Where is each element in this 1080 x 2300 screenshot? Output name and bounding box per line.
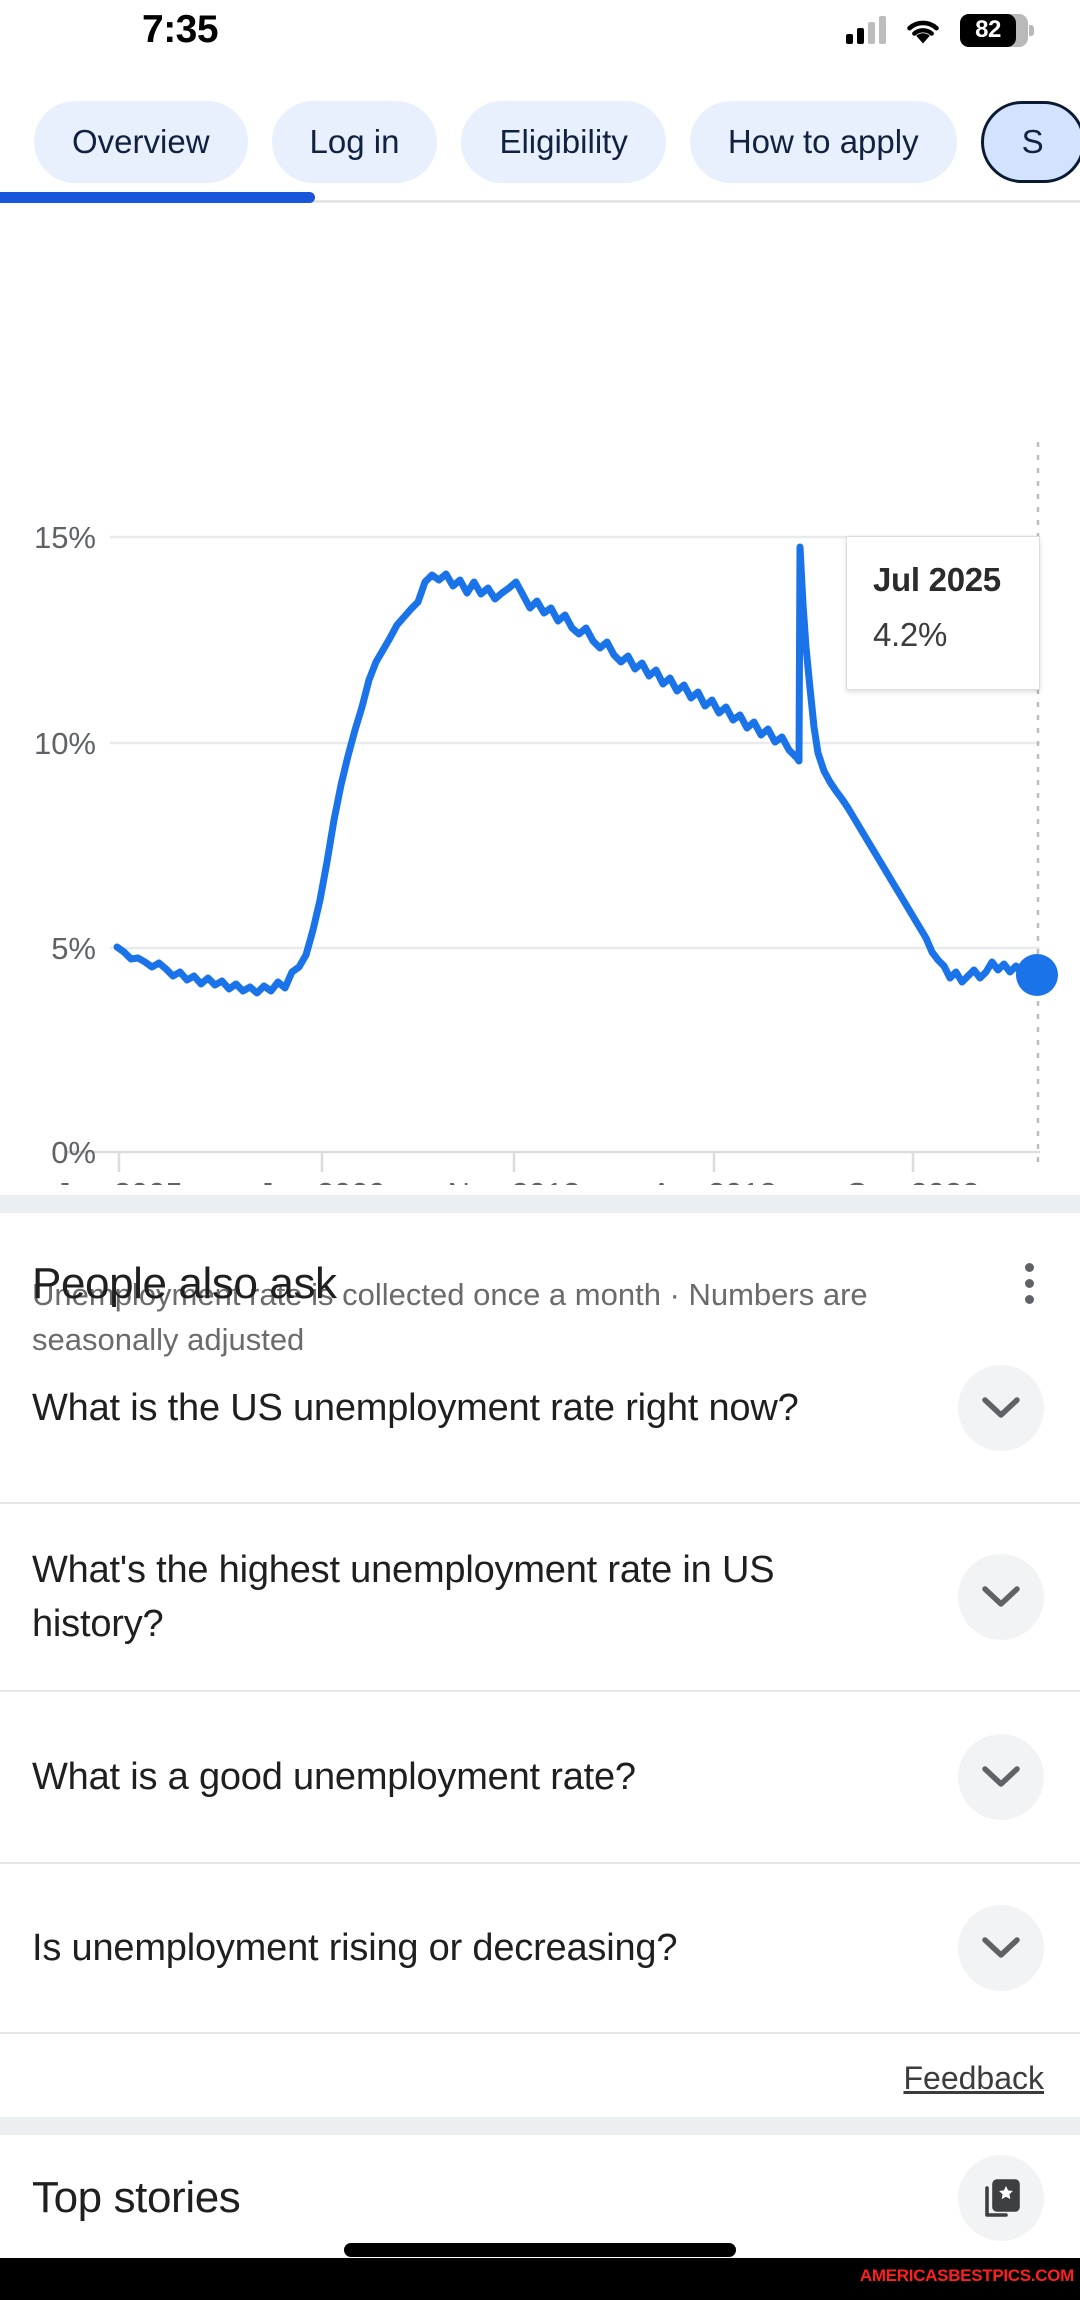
cellular-signal-icon [846, 16, 886, 44]
paa-question-4[interactable]: Is unemployment rising or decreasing? [0, 1864, 1080, 2034]
chevron-down-icon[interactable] [958, 1734, 1044, 1820]
svg-text:15%: 15% [34, 520, 96, 555]
paa-question-3[interactable]: What is a good unemployment rate? [0, 1692, 1080, 1864]
svg-text:0%: 0% [51, 1135, 96, 1170]
tab-bottom-divider [0, 200, 1080, 203]
battery-icon: 82 [960, 13, 1034, 47]
chart-y-axis-labels: 15% 10% 5% 0% [34, 520, 96, 1170]
svg-text:10%: 10% [34, 726, 96, 761]
svg-text:Nov 2013: Nov 2013 [448, 1176, 581, 1185]
home-indicator [344, 2243, 736, 2257]
chart-tooltip: Jul 2025 4.2% [846, 536, 1040, 690]
feedback-row: Feedback [0, 2034, 1080, 2127]
tab-active-underline [0, 192, 315, 203]
chart-x-tick-marks [117, 1152, 915, 1172]
paa-question-2[interactable]: What's the highest unemployment rate in … [0, 1504, 1080, 1692]
section-separator-bottom [0, 2117, 1080, 2135]
people-also-ask-section: People also ask What is the US unemploym… [0, 1213, 1080, 2127]
paa-question-text: What is a good unemployment rate? [32, 1756, 636, 1798]
status-bar-time: 7:35 [142, 8, 219, 51]
svg-text:5%: 5% [51, 931, 96, 966]
paa-question-text: Is unemployment rising or decreasing? [32, 1927, 678, 1969]
battery-level: 82 [975, 16, 1001, 43]
chart-data-line [113, 543, 1038, 997]
svg-text:Jun 2009: Jun 2009 [258, 1176, 386, 1185]
paa-question-text: What's the highest unemployment rate in … [32, 1549, 775, 1645]
tooltip-value: 4.2% [873, 616, 948, 653]
chart-x-axis-labels: Jan 2005 Jun 2009 Nov 2013 Apr 2018 Sep … [55, 1176, 979, 1185]
tab-log-in[interactable]: Log in [271, 101, 438, 183]
unemployment-line-chart[interactable]: 15% 10% 5% 0% Jan 2005 Jun 2009 Nov 2013… [0, 210, 1080, 1185]
tab-chip-bar[interactable]: Overview Log in Eligibility How to apply… [0, 88, 1080, 196]
chevron-down-icon[interactable] [958, 1554, 1044, 1640]
tab-how-to-apply[interactable]: How to apply [689, 101, 957, 183]
svg-text:Apr 2018: Apr 2018 [651, 1176, 777, 1185]
saved-stories-icon[interactable] [958, 2154, 1044, 2241]
people-also-ask-header: People also ask [0, 1213, 1080, 1314]
chart-endpoint-marker [1016, 954, 1058, 996]
top-stories-title: Top stories [32, 2172, 241, 2222]
section-separator-top [0, 1195, 1080, 1213]
paa-question-text: What is the US unemployment rate right n… [32, 1387, 799, 1429]
tab-s-partial[interactable]: S [980, 101, 1080, 183]
bottom-bar [0, 2258, 1080, 2300]
top-stories-section: Top stories [0, 2135, 1080, 2260]
watermark-text: AMERICASBESTPICS.COM [859, 2266, 1074, 2285]
people-also-ask-title: People also ask [32, 1258, 337, 1308]
chevron-down-icon[interactable] [958, 1365, 1044, 1451]
feedback-link[interactable]: Feedback [903, 2060, 1044, 2096]
svg-text:Jan 2005: Jan 2005 [55, 1176, 183, 1185]
paa-question-1[interactable]: What is the US unemployment rate right n… [0, 1314, 1080, 1504]
kebab-menu-icon[interactable] [1015, 1253, 1044, 1314]
status-bar: 7:35 82 [0, 0, 1080, 58]
svg-text:Sep 2022: Sep 2022 [847, 1176, 980, 1185]
chevron-down-icon[interactable] [958, 1905, 1044, 1991]
status-bar-indicators: 82 [846, 13, 1034, 47]
wifi-icon [907, 20, 939, 43]
tab-overview[interactable]: Overview [34, 101, 248, 183]
tooltip-date: Jul 2025 [873, 561, 1001, 598]
tab-eligibility[interactable]: Eligibility [461, 101, 666, 183]
unemployment-chart-card: 15% 10% 5% 0% Jan 2005 Jun 2009 Nov 2013… [0, 210, 1080, 1357]
chart-caption: Unemployment rate is collected once a mo… [32, 1277, 868, 1357]
